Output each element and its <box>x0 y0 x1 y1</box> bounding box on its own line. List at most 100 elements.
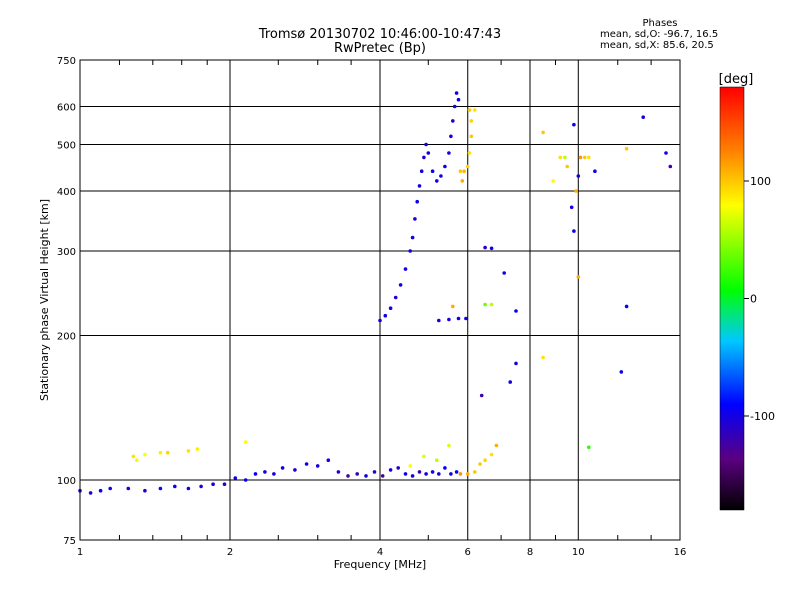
data-point <box>195 447 200 451</box>
chart-title: Tromsø 20130702 10:46:00-10:47:43 <box>258 27 502 42</box>
data-point <box>393 295 398 300</box>
data-point <box>131 454 136 459</box>
data-point <box>462 169 466 173</box>
y-tick-label: 750 <box>57 56 76 67</box>
data-point <box>419 169 424 173</box>
data-point <box>451 304 455 309</box>
data-point <box>668 164 673 169</box>
data-point <box>514 309 518 313</box>
data-point <box>576 275 581 279</box>
data-point <box>458 472 463 476</box>
data-point <box>541 355 545 360</box>
data-point <box>88 491 93 495</box>
x-tick-label: 8 <box>527 547 533 558</box>
data-point <box>253 472 258 476</box>
data-point <box>464 316 468 321</box>
data-point <box>417 184 422 188</box>
data-point <box>364 474 368 478</box>
data-point <box>222 482 227 487</box>
data-point <box>315 464 320 468</box>
data-point <box>447 443 451 448</box>
data-point <box>413 217 417 221</box>
data-point <box>582 155 587 160</box>
data-point <box>587 445 591 450</box>
y-tick-label: 600 <box>57 103 76 114</box>
data-point <box>449 134 453 139</box>
data-point <box>108 486 112 491</box>
data-point <box>378 318 382 323</box>
data-point <box>541 130 545 135</box>
data-point <box>593 169 597 173</box>
data-point <box>443 466 447 470</box>
data-point <box>233 476 238 480</box>
data-point <box>430 169 435 173</box>
data-point <box>326 458 331 463</box>
data-point <box>186 449 191 453</box>
data-point <box>465 472 470 476</box>
y-axis-label: Stationary phase Virtual Height [km] <box>38 199 51 401</box>
data-point <box>437 318 441 323</box>
data-point <box>574 189 578 193</box>
data-point <box>435 458 439 463</box>
data-point <box>410 474 415 478</box>
data-point <box>483 458 487 463</box>
data-point <box>569 205 574 210</box>
data-point <box>508 380 512 384</box>
data-point <box>576 174 581 178</box>
data-point <box>165 450 170 455</box>
data-point <box>186 486 191 491</box>
data-point <box>572 229 576 233</box>
x-tick-label: 4 <box>377 547 383 558</box>
data-point <box>624 146 629 151</box>
data-point <box>578 155 583 160</box>
data-point <box>143 488 147 493</box>
data-point <box>272 472 276 476</box>
x-axis-label: Frequency [MHz] <box>334 558 426 571</box>
data-point <box>469 119 474 123</box>
x-tick-label: 10 <box>572 547 585 558</box>
data-point <box>403 267 408 271</box>
data-point <box>398 283 403 287</box>
data-point <box>473 108 477 112</box>
data-point <box>565 164 569 169</box>
data-point <box>388 468 393 472</box>
data-point <box>437 472 441 476</box>
data-point <box>502 271 507 275</box>
data-point <box>587 155 591 160</box>
data-point <box>126 486 131 491</box>
data-point <box>454 91 459 95</box>
data-point <box>422 155 426 160</box>
phase-stats: Phases mean, sd,O: -96.7, 16.5 mean, sd,… <box>600 18 720 51</box>
data-point <box>383 313 388 318</box>
data-point <box>372 470 377 474</box>
data-point <box>447 151 451 155</box>
data-point <box>280 466 285 470</box>
data-point <box>489 452 494 457</box>
x-tick-label: 1 <box>77 547 83 558</box>
data-point <box>473 470 477 474</box>
data-point <box>465 164 470 169</box>
data-point <box>410 235 415 240</box>
data-point <box>467 151 472 155</box>
data-point <box>426 151 431 155</box>
data-point <box>158 450 163 455</box>
data-point <box>211 482 215 487</box>
y-tick-label: 400 <box>57 187 76 198</box>
plot-frame <box>79 59 681 541</box>
colorbar-tick-label: -100 <box>750 410 775 423</box>
data-point <box>451 119 455 123</box>
data-point <box>572 122 576 127</box>
data-point <box>396 466 401 470</box>
data-point <box>460 179 465 183</box>
data-point <box>467 108 472 112</box>
y-tick-label: 500 <box>57 141 76 152</box>
data-point <box>619 370 624 374</box>
data-point <box>424 472 428 476</box>
data-point <box>458 169 463 173</box>
data-point <box>199 484 203 489</box>
data-point <box>424 142 428 147</box>
data-point <box>439 174 443 178</box>
data-point <box>417 470 422 474</box>
data-point <box>135 458 139 463</box>
